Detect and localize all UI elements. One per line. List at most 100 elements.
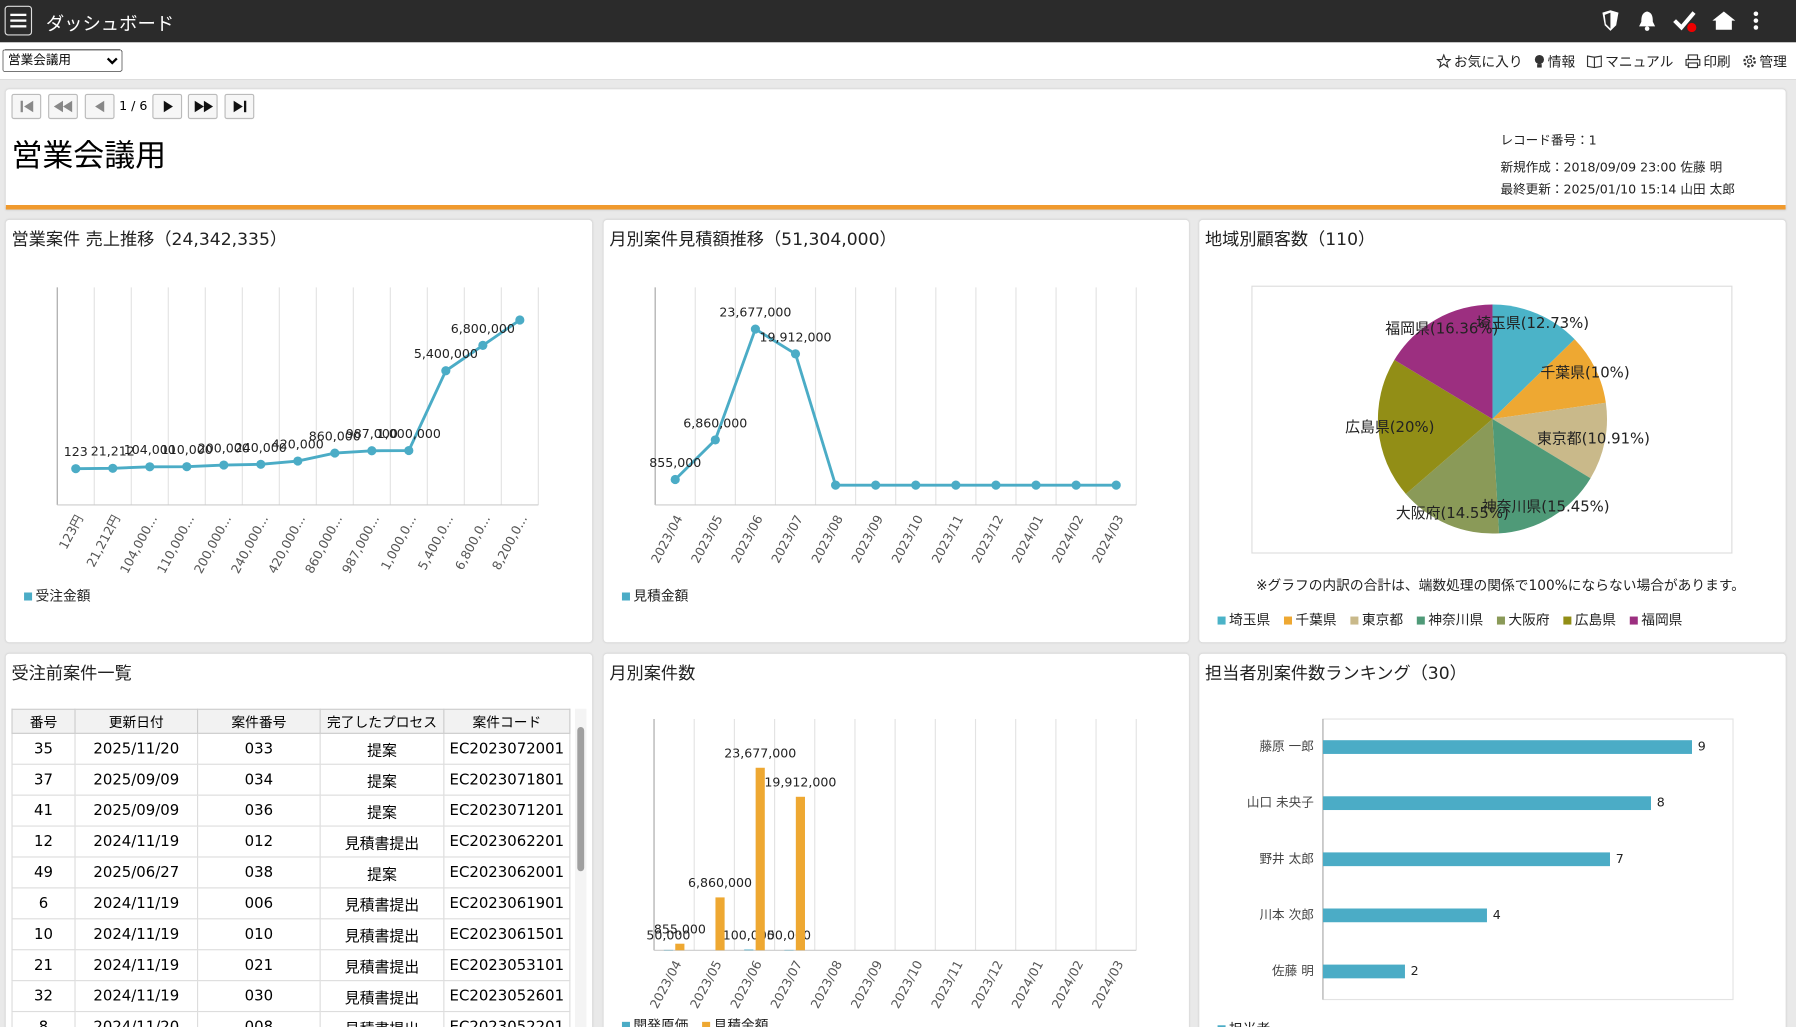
slice-label: 神奈川県(15.45%) xyxy=(1482,497,1610,515)
bell-icon[interactable] xyxy=(1636,9,1659,32)
table-cell: 036 xyxy=(197,794,321,827)
slice-label: 埼玉県(12.73%) xyxy=(1476,314,1589,332)
shield-icon[interactable] xyxy=(1599,9,1622,32)
x-tick-label: 2024/01 xyxy=(1009,512,1047,565)
data-label: 420,000 xyxy=(272,437,324,452)
legend-label: 千葉県 xyxy=(1295,613,1336,629)
data-point xyxy=(404,445,414,456)
next-button[interactable] xyxy=(152,93,183,120)
app-title: ダッシュボード xyxy=(45,12,175,35)
x-tick-label: 110,000... xyxy=(154,512,197,576)
legend-swatch xyxy=(1217,616,1226,625)
table-cell: 2025/09/09 xyxy=(74,794,199,827)
prev-button[interactable] xyxy=(84,93,115,120)
next-page-button[interactable] xyxy=(187,93,218,120)
table-cell: 012 xyxy=(197,825,321,858)
panel-title: 営業案件 売上推移（24,342,335） xyxy=(11,228,288,250)
data-point xyxy=(145,462,155,472)
info-link[interactable]: 情報 xyxy=(1534,52,1575,71)
table-cell: 32 xyxy=(11,980,76,1013)
admin-link[interactable]: 管理 xyxy=(1742,52,1787,71)
y-tick-label: 藤原 一郎 xyxy=(1259,739,1313,754)
manual-link[interactable]: マニュアル xyxy=(1587,52,1673,71)
table-row: 21 2024/11/19 021 見積書提出 EC2023053101 xyxy=(11,949,571,982)
table-cell: 見積書提出 xyxy=(319,887,445,920)
header-row: 番号 更新日付 案件番号 完了したプロセス 案件コード xyxy=(11,708,571,734)
chart-panel: 営業案件 売上推移（24,342,335） 123円 21,212円 104,000.… xyxy=(5,219,593,643)
data-label: 7 xyxy=(1616,851,1624,866)
bar xyxy=(1322,740,1692,754)
x-tick-label: 21,212円 xyxy=(83,512,123,569)
pager-text: 1 / 6 xyxy=(119,98,148,114)
table-cell: 2024/11/19 xyxy=(74,980,199,1013)
x-tick-label: 2023/04 xyxy=(647,958,685,1011)
table-row: 37 2025/09/09 034 提案 EC2023071801 xyxy=(11,763,571,796)
home-icon[interactable] xyxy=(1711,9,1736,32)
scroll-thumb[interactable] xyxy=(577,727,585,872)
bar xyxy=(1322,796,1651,811)
printer-icon xyxy=(1685,54,1701,69)
todo-icon[interactable] xyxy=(1672,9,1697,33)
data-point xyxy=(71,464,81,474)
bar xyxy=(755,767,765,951)
favorite-link[interactable]: お気に入り xyxy=(1436,52,1523,71)
table-cell: 提案 xyxy=(319,732,445,765)
last-button[interactable] xyxy=(224,93,255,120)
more-icon[interactable] xyxy=(1750,9,1761,32)
x-tick-label: 2023/07 xyxy=(768,512,806,565)
data-label: 6,800,000 xyxy=(451,321,515,336)
data-point xyxy=(478,340,488,350)
legend-label: 福岡県 xyxy=(1641,613,1682,629)
table-cell: 見積書提出 xyxy=(319,825,445,858)
table-row: 41 2025/09/09 036 提案 EC2023071201 xyxy=(11,794,571,827)
data-point xyxy=(790,349,801,359)
legend-swatch xyxy=(1629,616,1638,625)
x-tick-label: 200,000... xyxy=(191,512,234,576)
x-tick-label: 2023/05 xyxy=(687,958,725,1011)
table-cell: 006 xyxy=(197,887,321,920)
table-cell: 2025/09/09 xyxy=(74,763,199,796)
prev-page-button[interactable] xyxy=(48,93,78,120)
chart-panel: 月別案件数 2023/04 2023/05 2023/06 2023/07 2023/08… xyxy=(603,653,1189,1027)
data-point xyxy=(441,366,451,376)
x-tick-label: 104,000... xyxy=(117,512,160,576)
data-point xyxy=(911,480,921,490)
data-label: 200,000 xyxy=(198,441,250,456)
table-cell: 008 xyxy=(197,1010,321,1027)
table-cell: 021 xyxy=(197,949,321,982)
view-select[interactable]: 営業会議用 xyxy=(2,49,123,73)
legend-swatch xyxy=(1563,616,1572,625)
x-tick-label: 420,000... xyxy=(265,512,308,576)
legend-label: 神奈川県 xyxy=(1428,613,1483,629)
print-link[interactable]: 印刷 xyxy=(1685,52,1731,71)
scrollbar[interactable] xyxy=(574,708,587,1027)
chart-panel: 担当者別案件数ランキング（30） 藤原 一郎 山口 未央子 野井 太郎 川本 次郎 佐藤 … xyxy=(1199,653,1786,1027)
table-cell: 034 xyxy=(197,763,321,796)
table-cell: 21 xyxy=(11,949,76,982)
pie-slice xyxy=(1377,359,1493,495)
x-tick-label: 2023/08 xyxy=(808,512,846,565)
data-label: 987,000 xyxy=(346,426,398,441)
record-created: 新規作成：2018/09/09 23:00 佐藤 明 xyxy=(1500,160,1723,176)
x-tick-label: 2023/07 xyxy=(767,958,805,1011)
record-number: レコード番号：1 xyxy=(1500,132,1597,148)
menu-button[interactable] xyxy=(4,5,33,36)
slice-label: 広島県(20%) xyxy=(1345,418,1434,436)
column-header: 案件番号 xyxy=(197,708,321,734)
legend-swatch xyxy=(1496,616,1505,625)
y-tick-label: 山口 未央子 xyxy=(1247,795,1314,810)
pie-slice xyxy=(1405,419,1500,534)
bar xyxy=(715,897,725,951)
x-tick-label: 8,200,0... xyxy=(489,512,530,572)
column-header: 案件コード xyxy=(443,708,571,734)
data-label: 6,860,000 xyxy=(688,875,752,890)
link-text: お気に入り xyxy=(1453,53,1523,70)
table-row: 32 2024/11/19 030 見積書提出 EC2023052601 xyxy=(11,980,571,1013)
table-cell: 2025/06/27 xyxy=(74,856,199,889)
book-icon xyxy=(1587,55,1603,69)
first-button[interactable] xyxy=(11,93,42,120)
table-body: 35 2025/11/20 033 提案 EC2023072001 37 2025/09/0… xyxy=(11,732,571,1027)
data-label: 5,400,000 xyxy=(414,346,478,361)
x-tick-label: 2023/10 xyxy=(888,512,926,565)
